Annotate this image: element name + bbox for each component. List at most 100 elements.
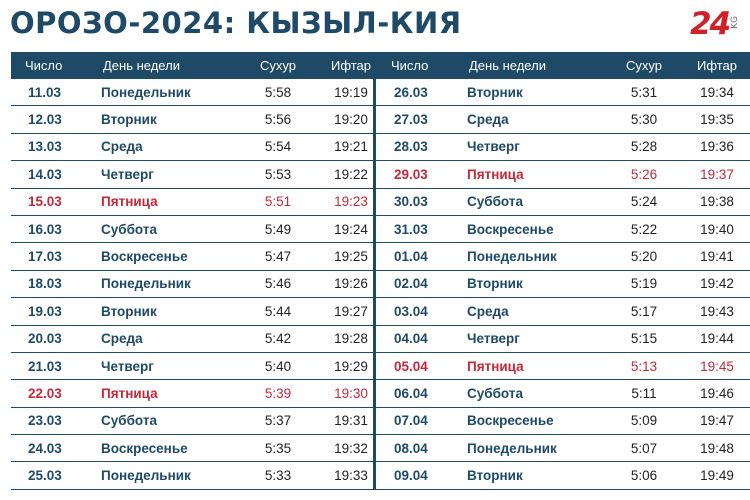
cell-iftar: 19:43 bbox=[679, 297, 750, 326]
cell-day: Пятница bbox=[467, 160, 609, 189]
cell-day: Вторник bbox=[101, 105, 243, 134]
cell-date: 09.04 bbox=[377, 461, 467, 490]
cell-date: 24.03 bbox=[11, 434, 101, 463]
table-row: 07.04 Воскресенье 5:09 19:47 bbox=[377, 407, 750, 436]
cell-date: 04.04 bbox=[377, 325, 467, 353]
table-row: 29.03 Пятница 5:26 19:37 bbox=[377, 160, 750, 189]
cell-suhur: 5:22 bbox=[609, 215, 679, 244]
cell-suhur: 5:31 bbox=[609, 79, 679, 107]
cell-iftar: 19:20 bbox=[313, 105, 389, 134]
cell-suhur: 5:30 bbox=[609, 105, 679, 134]
cell-suhur: 5:09 bbox=[609, 407, 679, 436]
table-row: 13.03 Среда 5:54 19:21 bbox=[11, 133, 389, 162]
cell-day: Воскресенье bbox=[101, 242, 243, 271]
cell-suhur: 5:51 bbox=[243, 188, 313, 216]
cell-day: Среда bbox=[467, 105, 609, 134]
cell-suhur: 5:13 bbox=[609, 352, 679, 381]
table-header-row: Число День недели Сухур Ифтар bbox=[11, 52, 389, 79]
table-row: 05.04 Пятница 5:13 19:45 bbox=[377, 352, 750, 381]
table-row: 23.03 Суббота 5:37 19:31 bbox=[11, 407, 389, 436]
cell-day: Вторник bbox=[467, 461, 609, 490]
table-row: 24.03 Воскресенье 5:35 19:32 bbox=[11, 434, 389, 463]
cell-iftar: 19:44 bbox=[679, 325, 750, 353]
table-divider bbox=[373, 52, 376, 490]
cell-day: Пятница bbox=[101, 379, 243, 408]
table-row: 31.03 Воскресенье 5:22 19:40 bbox=[377, 215, 750, 244]
cell-suhur: 5:28 bbox=[609, 133, 679, 162]
cell-iftar: 19:32 bbox=[313, 434, 389, 463]
table-row: 27.03 Среда 5:30 19:35 bbox=[377, 105, 750, 134]
cell-iftar: 19:49 bbox=[679, 461, 750, 490]
cell-iftar: 19:33 bbox=[313, 461, 389, 490]
cell-suhur: 5:58 bbox=[243, 79, 313, 107]
cell-day: Пятница bbox=[101, 188, 243, 216]
site-logo: 24 KG bbox=[690, 6, 742, 46]
logo-suffix: KG bbox=[730, 16, 740, 29]
cell-iftar: 19:38 bbox=[679, 188, 750, 216]
cell-iftar: 19:46 bbox=[679, 379, 750, 408]
cell-date: 25.03 bbox=[11, 461, 101, 490]
table-row: 28.03 Четверг 5:28 19:36 bbox=[377, 133, 750, 162]
cell-suhur: 5:07 bbox=[609, 434, 679, 463]
cell-iftar: 19:23 bbox=[313, 188, 389, 216]
cell-date: 06.04 bbox=[377, 379, 467, 408]
cell-date: 01.04 bbox=[377, 242, 467, 271]
cell-day: Суббота bbox=[467, 379, 609, 408]
cell-date: 20.03 bbox=[11, 325, 101, 353]
col-header-suhur: Сухур bbox=[243, 52, 313, 79]
cell-date: 07.04 bbox=[377, 407, 467, 436]
cell-suhur: 5:53 bbox=[243, 160, 313, 189]
cell-date: 02.04 bbox=[377, 270, 467, 299]
cell-day: Среда bbox=[101, 325, 243, 353]
page-title: ОРОЗО-2024: КЫЗЫЛ-КИЯ bbox=[10, 6, 462, 40]
cell-iftar: 19:25 bbox=[313, 242, 389, 271]
cell-iftar: 19:22 bbox=[313, 160, 389, 189]
table-row: 21.03 Четверг 5:40 19:29 bbox=[11, 352, 389, 381]
table-row: 01.04 Понедельник 5:20 19:41 bbox=[377, 242, 750, 271]
cell-date: 13.03 bbox=[11, 133, 101, 162]
table-row: 12.03 Вторник 5:56 19:20 bbox=[11, 105, 389, 134]
cell-date: 26.03 bbox=[377, 79, 467, 107]
cell-iftar: 19:45 bbox=[679, 352, 750, 381]
schedule-table-left: Число День недели Сухур Ифтар 11.03 Понед… bbox=[11, 52, 389, 490]
cell-iftar: 19:24 bbox=[313, 215, 389, 244]
cell-day: Четверг bbox=[467, 325, 609, 353]
cell-suhur: 5:35 bbox=[243, 434, 313, 463]
table-row: 18.03 Понедельник 5:46 19:26 bbox=[11, 270, 389, 299]
col-header-day: День недели bbox=[467, 52, 609, 79]
cell-suhur: 5:11 bbox=[609, 379, 679, 408]
table-row: 22.03 Пятница 5:39 19:30 bbox=[11, 379, 389, 408]
table-row: 25.03 Понедельник 5:33 19:33 bbox=[11, 461, 389, 490]
cell-date: 18.03 bbox=[11, 270, 101, 299]
cell-suhur: 5:37 bbox=[243, 407, 313, 436]
col-header-suhur: Сухур bbox=[609, 52, 679, 79]
table-row: 15.03 Пятница 5:51 19:23 bbox=[11, 188, 389, 216]
cell-iftar: 19:48 bbox=[679, 434, 750, 463]
cell-day: Вторник bbox=[101, 297, 243, 326]
cell-suhur: 5:06 bbox=[609, 461, 679, 490]
cell-day: Среда bbox=[467, 297, 609, 326]
cell-date: 16.03 bbox=[11, 215, 101, 244]
cell-date: 29.03 bbox=[377, 160, 467, 189]
table-row: 03.04 Среда 5:17 19:43 bbox=[377, 297, 750, 326]
table-row: 16.03 Суббота 5:49 19:24 bbox=[11, 215, 389, 244]
cell-date: 12.03 bbox=[11, 105, 101, 134]
cell-iftar: 19:34 bbox=[679, 79, 750, 107]
cell-suhur: 5:19 bbox=[609, 270, 679, 299]
table-row: 30.03 Суббота 5:24 19:38 bbox=[377, 188, 750, 216]
col-header-iftar: Ифтар bbox=[679, 52, 750, 79]
cell-suhur: 5:40 bbox=[243, 352, 313, 381]
cell-iftar: 19:29 bbox=[313, 352, 389, 381]
cell-iftar: 19:35 bbox=[679, 105, 750, 134]
table-row: 09.04 Вторник 5:06 19:49 bbox=[377, 461, 750, 490]
cell-iftar: 19:26 bbox=[313, 270, 389, 299]
col-header-day: День недели bbox=[101, 52, 243, 79]
cell-suhur: 5:44 bbox=[243, 297, 313, 326]
cell-suhur: 5:56 bbox=[243, 105, 313, 134]
cell-date: 11.03 bbox=[11, 79, 101, 107]
cell-suhur: 5:24 bbox=[609, 188, 679, 216]
cell-iftar: 19:30 bbox=[313, 379, 389, 408]
table-row: 26.03 Вторник 5:31 19:34 bbox=[377, 79, 750, 107]
col-header-date: Число bbox=[11, 52, 101, 79]
cell-date: 15.03 bbox=[11, 188, 101, 216]
